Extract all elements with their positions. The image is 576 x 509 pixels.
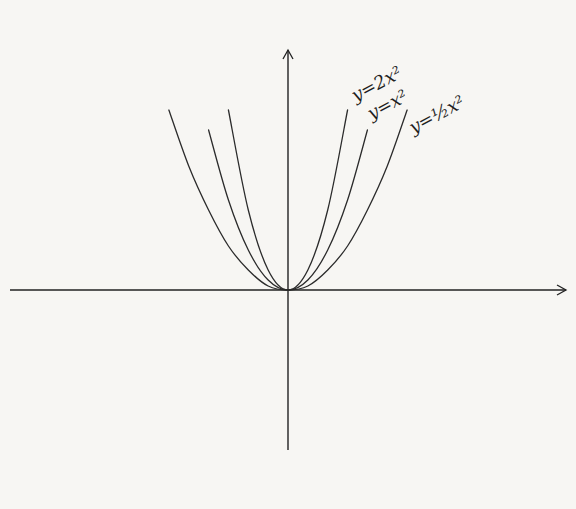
- curve-label: y=½x²: [404, 91, 468, 138]
- chart: y=2x²y=x²y=½x²: [0, 0, 576, 509]
- y-axis: [287, 50, 288, 450]
- curve: [169, 110, 407, 290]
- plot-area: [169, 110, 407, 290]
- curve: [209, 130, 368, 290]
- chart-container: y=2x²y=x²y=½x²: [0, 0, 576, 509]
- curve: [228, 110, 347, 290]
- curve-label: y=x²: [363, 85, 411, 124]
